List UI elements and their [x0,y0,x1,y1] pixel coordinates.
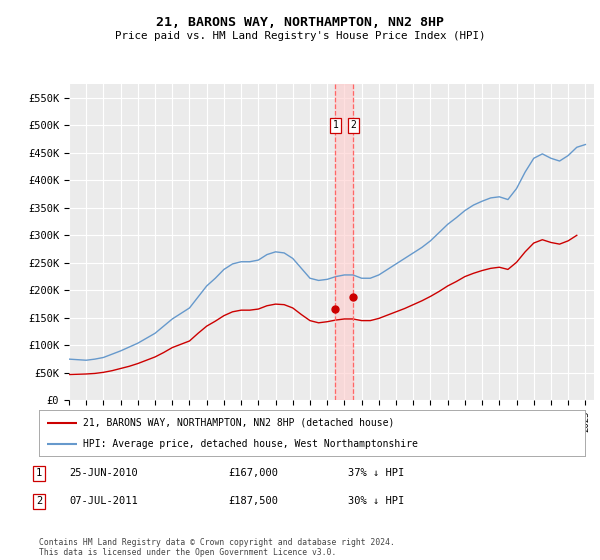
Text: 07-JUL-2011: 07-JUL-2011 [69,496,138,506]
Text: Price paid vs. HM Land Registry's House Price Index (HPI): Price paid vs. HM Land Registry's House … [115,31,485,41]
Text: 2: 2 [350,120,356,130]
Text: Contains HM Land Registry data © Crown copyright and database right 2024.
This d: Contains HM Land Registry data © Crown c… [39,538,395,557]
Text: 1: 1 [36,468,42,478]
Text: £167,000: £167,000 [228,468,278,478]
Bar [335,84,353,400]
Text: 37% ↓ HPI: 37% ↓ HPI [348,468,404,478]
Text: £187,500: £187,500 [228,496,278,506]
Text: 1: 1 [332,120,338,130]
Text: HPI: Average price, detached house, West Northamptonshire: HPI: Average price, detached house, West… [83,439,418,449]
Text: 2: 2 [36,496,42,506]
Text: 30% ↓ HPI: 30% ↓ HPI [348,496,404,506]
Text: 25-JUN-2010: 25-JUN-2010 [69,468,138,478]
Text: 21, BARONS WAY, NORTHAMPTON, NN2 8HP: 21, BARONS WAY, NORTHAMPTON, NN2 8HP [156,16,444,29]
Text: 21, BARONS WAY, NORTHAMPTON, NN2 8HP (detached house): 21, BARONS WAY, NORTHAMPTON, NN2 8HP (de… [83,418,394,428]
